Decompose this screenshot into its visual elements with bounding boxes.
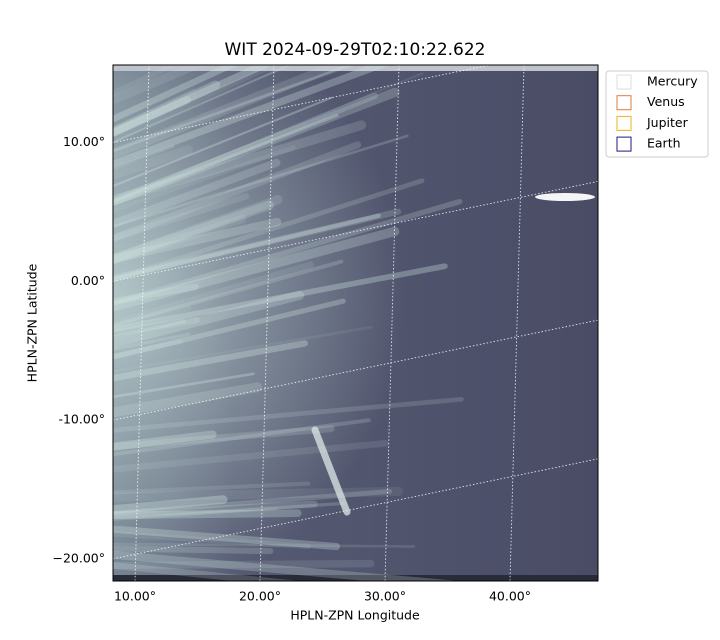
streak [113,65,293,144]
streak [113,542,416,548]
y-tick-label: 10.00° [63,134,105,149]
streak [113,87,400,207]
streak [113,141,362,243]
streak [113,65,354,153]
legend-label: Jupiter [646,115,689,130]
streak [113,65,351,160]
streak [113,339,183,359]
streak [113,545,274,555]
streak [113,372,255,399]
streak [113,340,309,382]
legend-swatch [616,115,632,131]
streak [113,92,378,207]
streak [113,144,175,171]
streak [113,509,302,520]
streak [113,80,221,137]
streak [113,486,403,502]
streak [113,325,373,373]
streak [113,208,402,281]
streak [113,198,463,306]
streak [113,65,269,137]
streak [113,134,409,228]
streak [113,113,339,204]
streak [113,178,425,283]
x-tick-label: 40.00° [489,589,531,604]
image [113,65,598,581]
streak [113,418,371,457]
streak [113,72,424,202]
streak [113,316,200,337]
streak [113,500,318,518]
streak [113,382,263,418]
streak [113,550,454,581]
streak [113,525,341,551]
chart-title: WIT 2024-09-29T02:10:22.622 [225,40,486,60]
streak [113,495,228,515]
streak [113,213,381,281]
streak [113,481,311,495]
streak [113,65,181,97]
streak [113,158,281,228]
legend-label: Venus [647,94,685,109]
x-axis-label: HPLN-ZPN Longitude [290,608,420,623]
streak [113,200,274,264]
y-axis-label: HPLN-ZPN Latitude [25,263,40,382]
legend-swatch [616,136,632,152]
streak [113,145,296,213]
y-tick-label: 0.00° [71,273,105,288]
y-tick-label: −20.00° [52,550,105,565]
streak [113,396,464,433]
streak [113,65,389,168]
streak [113,283,199,305]
streak [113,332,191,351]
streak [113,261,315,328]
legend-swatch [616,95,632,111]
axes-frame [112,64,599,582]
legend-label: Earth [647,136,681,151]
streak [113,217,282,264]
x-tick-label: 30.00° [364,589,406,604]
streak [113,439,389,473]
streak [113,65,280,143]
streak [113,531,311,550]
streak [113,96,192,138]
streak [113,120,367,206]
legend-swatch [616,74,632,90]
x-tick-label: 20.00° [239,589,281,604]
streak [113,214,247,265]
legend [605,70,709,158]
streak [113,506,279,519]
streak [113,65,239,123]
streak [113,305,192,331]
streak [113,259,344,328]
streak [113,290,305,349]
streak [113,425,335,451]
streak [113,226,400,312]
streak [113,65,208,105]
streak [113,88,196,132]
streak [113,488,393,517]
streak [113,559,375,570]
streak [113,298,346,360]
streak [113,193,250,242]
streak [113,501,346,521]
streak [113,96,333,188]
streak [113,562,301,581]
legend-label: Mercury [647,74,698,89]
streak [113,145,193,180]
y-tick-label: -10.00° [58,412,105,427]
streak [113,319,186,339]
streak [113,194,283,264]
streak [113,65,358,153]
streak [113,263,448,333]
streak [113,430,217,451]
x-tick-label: 10.00° [114,589,156,604]
